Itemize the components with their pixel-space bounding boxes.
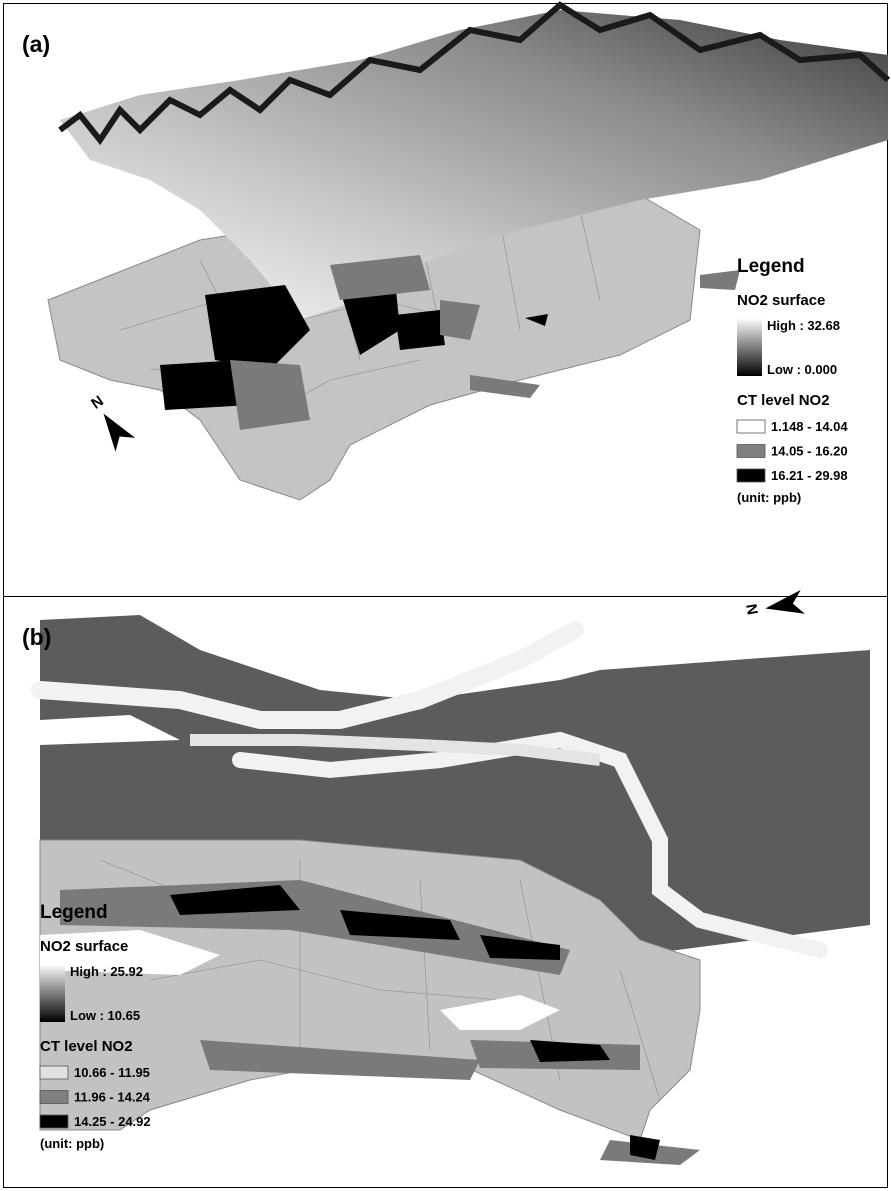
legend: Legend NO2 surface High : 32.68 Low : 0.000…: [734, 252, 884, 505]
panel-label: (a): [22, 31, 50, 57]
legend-title: Legend: [40, 902, 108, 923]
legend-label: 1.148 - 14.04: [771, 419, 848, 434]
map-b: [40, 615, 870, 1165]
legend-unit: (unit: ppb): [737, 490, 801, 505]
legend-label: 16.21 - 29.98: [771, 468, 848, 483]
legend-gradient: [737, 318, 762, 376]
legend-label: 14.25 - 24.92: [74, 1114, 151, 1129]
figure: N N (a) (b) Legend NO2 surface High : 32.6…: [0, 0, 891, 1191]
page: {"panels": [ {"label": "(a)", "north": "…: [0, 0, 891, 1191]
legend-heading: CT level NO2: [40, 1038, 133, 1055]
legend-heading: NO2 surface: [40, 938, 128, 955]
legend-low: Low : 0.000: [767, 362, 837, 377]
legend-swatch: [737, 420, 765, 433]
legend-label: 11.96 - 14.24: [74, 1090, 151, 1105]
panel-label: (b): [22, 624, 51, 650]
north-label: N: [88, 392, 107, 412]
legend-swatch: [40, 1115, 68, 1128]
legend-heading: CT level NO2: [737, 392, 830, 409]
legend-swatch: [737, 445, 765, 458]
legend-high: High : 25.92: [70, 964, 143, 979]
legend-swatch: [40, 1066, 68, 1079]
legend-unit: (unit: ppb): [40, 1136, 104, 1151]
north-arrow: N: [743, 590, 805, 624]
legend-label: 14.05 - 16.20: [771, 444, 848, 459]
legend-swatch: [737, 469, 765, 482]
legend-label: 10.66 - 11.95: [74, 1065, 150, 1080]
legend-low: Low : 10.65: [70, 1008, 140, 1023]
legend-title: Legend: [737, 256, 805, 277]
legend-gradient: [40, 964, 65, 1022]
legend-high: High : 32.68: [767, 318, 840, 333]
legend-heading: NO2 surface: [737, 292, 825, 309]
north-arrow: N: [82, 390, 136, 452]
legend-swatch: [40, 1091, 68, 1104]
north-label: N: [743, 602, 762, 616]
